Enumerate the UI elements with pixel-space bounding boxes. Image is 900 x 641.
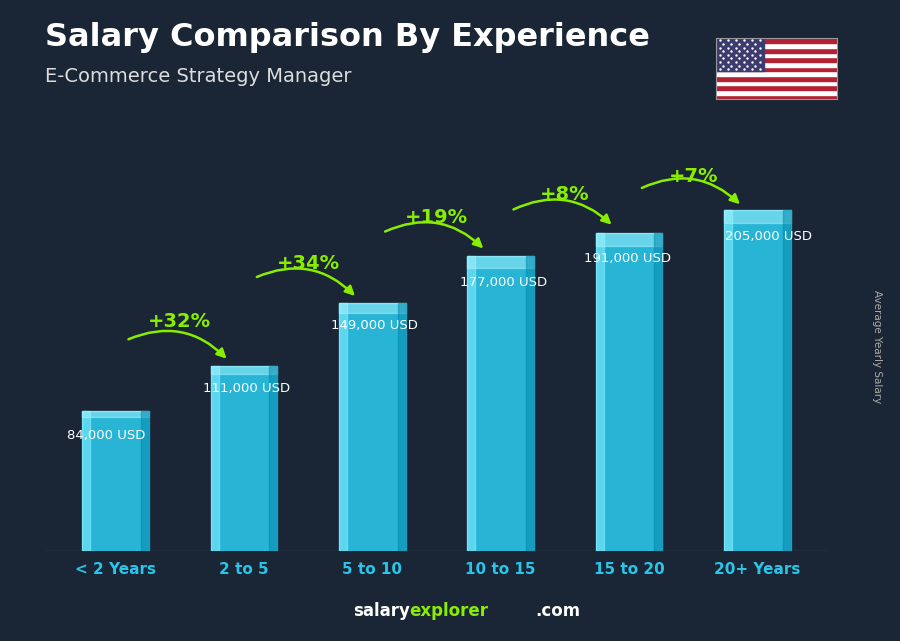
Text: 84,000 USD: 84,000 USD	[67, 429, 145, 442]
Bar	[467, 256, 534, 551]
Text: explorer: explorer	[410, 603, 489, 620]
Bar	[724, 210, 791, 223]
Text: 191,000 USD: 191,000 USD	[584, 252, 671, 265]
Bar	[716, 67, 837, 71]
Bar	[398, 303, 406, 551]
Bar	[82, 412, 149, 417]
Bar	[269, 366, 277, 551]
Bar	[596, 233, 662, 246]
Bar	[716, 43, 837, 48]
Bar	[339, 303, 406, 313]
Bar	[339, 303, 406, 551]
Bar	[596, 233, 604, 551]
Bar	[141, 412, 149, 551]
Bar	[339, 303, 347, 551]
Bar	[716, 48, 837, 53]
Bar	[82, 412, 90, 551]
Bar	[716, 81, 837, 85]
Bar	[716, 95, 837, 99]
Text: 177,000 USD: 177,000 USD	[460, 276, 546, 289]
Text: 111,000 USD: 111,000 USD	[202, 382, 290, 395]
Bar	[211, 366, 277, 374]
Bar	[526, 256, 534, 551]
Bar	[716, 62, 837, 67]
Bar	[211, 366, 277, 551]
Bar	[716, 53, 837, 57]
Bar	[724, 210, 791, 551]
Text: 205,000 USD: 205,000 USD	[725, 230, 813, 244]
Bar	[82, 412, 149, 551]
Text: .com: .com	[536, 603, 580, 620]
Text: +32%: +32%	[148, 312, 211, 331]
Text: Salary Comparison By Experience: Salary Comparison By Experience	[45, 22, 650, 53]
Bar	[716, 38, 764, 71]
Bar	[654, 233, 662, 551]
Bar	[716, 90, 837, 95]
Text: +34%: +34%	[276, 254, 339, 273]
Text: +7%: +7%	[669, 167, 718, 186]
Bar	[467, 256, 475, 551]
Bar	[716, 38, 837, 43]
Text: 149,000 USD: 149,000 USD	[331, 319, 418, 332]
Text: +19%: +19%	[405, 208, 468, 227]
Bar	[716, 85, 837, 90]
Bar	[716, 76, 837, 81]
Bar	[467, 256, 534, 268]
Bar	[596, 233, 662, 551]
Bar	[724, 210, 732, 551]
Bar	[783, 210, 791, 551]
Bar	[211, 366, 219, 551]
Bar	[716, 57, 837, 62]
Text: Average Yearly Salary: Average Yearly Salary	[872, 290, 883, 403]
Text: +8%: +8%	[540, 185, 590, 204]
Text: E-Commerce Strategy Manager: E-Commerce Strategy Manager	[45, 67, 352, 87]
Text: salary: salary	[353, 603, 410, 620]
Bar	[716, 71, 837, 76]
